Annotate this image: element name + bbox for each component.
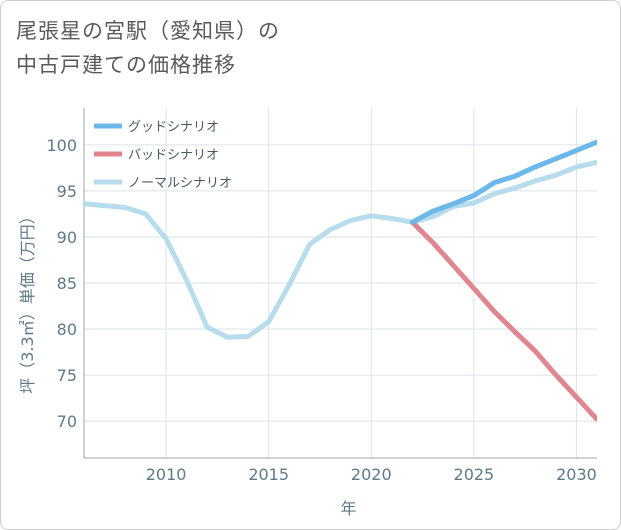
y-tick-label: 90 [57,228,77,247]
legend-label: グッドシナリオ [128,120,219,135]
y-tick-label: 95 [57,182,77,201]
y-tick-label: 100 [46,136,77,155]
legend-label: ノーマルシナリオ [128,176,232,191]
x-tick-label: 2010 [146,465,187,484]
chart-title-line-1: 尾張星の宮駅（愛知県）の [16,19,280,43]
series-line-bad [409,219,597,422]
legend-label: バッドシナリオ [128,148,219,163]
chart-title-line-2: 中古戸建ての価格推移 [16,53,236,77]
chart-title: 尾張星の宮駅（愛知県）の 中古戸建ての価格推移 [16,14,576,82]
x-tick-label: 2015 [248,465,289,484]
y-tick-label: 75 [57,366,77,385]
y-tick-label: 80 [57,320,77,339]
y-tick-label: 85 [57,274,77,293]
x-axis-label: 年 [340,499,356,518]
x-tick-label: 2030 [556,465,597,484]
y-tick-label: 70 [57,412,77,431]
x-tick-label: 2020 [351,465,392,484]
series-line-normal [84,159,597,340]
series-line-good [409,139,597,225]
y-axis-label: 坪（3.3㎡）単価（万円） [18,208,37,393]
x-tick-label: 2025 [454,465,495,484]
